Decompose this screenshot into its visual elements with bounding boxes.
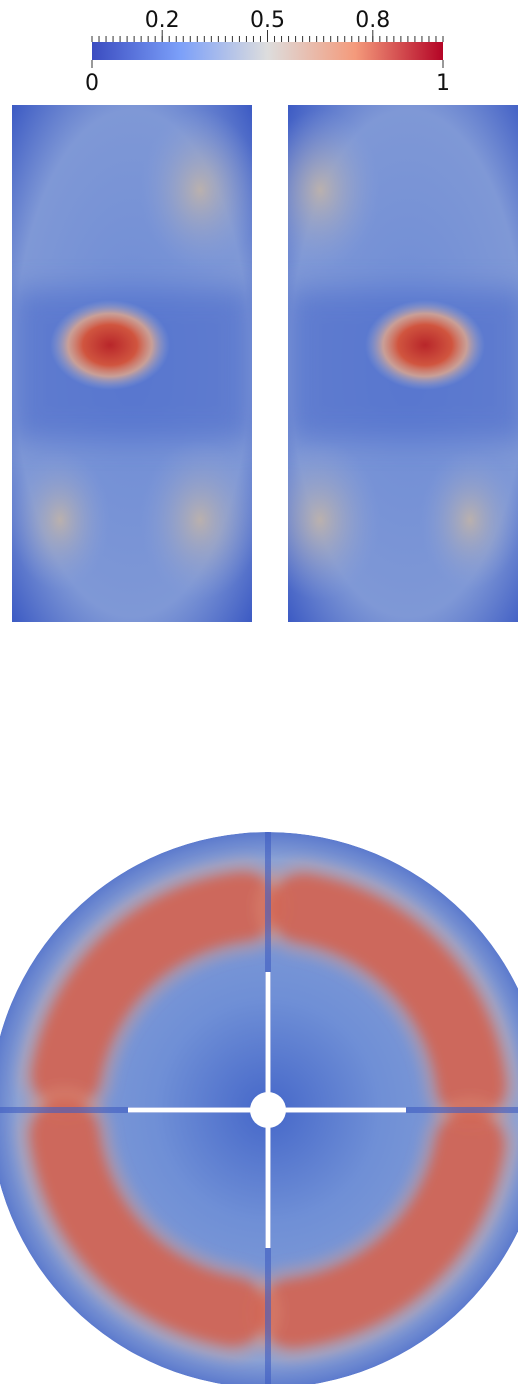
tick-label: 0.2: [145, 8, 180, 33]
colorbar-minor-ticks: [91, 36, 444, 42]
tick-label: 0.8: [355, 8, 390, 33]
left-panel: [12, 105, 252, 622]
warm-halo: [245, 1098, 518, 1361]
warm-halo: [18, 859, 291, 1122]
warm-halo: [256, 860, 518, 1133]
tick-label: 1: [436, 71, 450, 96]
warm-halo: [17, 1087, 280, 1360]
cross: [128, 972, 406, 1248]
right-panel: [288, 105, 518, 622]
colorbar: [92, 42, 443, 60]
tick-label: 0: [85, 71, 99, 96]
tick-label: 0.5: [250, 8, 285, 33]
